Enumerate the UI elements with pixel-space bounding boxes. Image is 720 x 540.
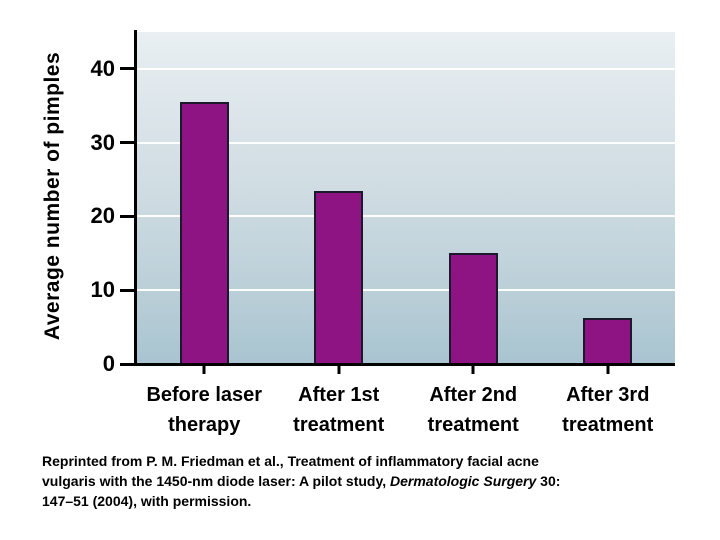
- x-tick: [337, 366, 341, 374]
- bar: [179, 102, 229, 364]
- citation-text: Reprinted from P. M. Friedman et al., Tr…: [42, 451, 682, 511]
- y-tick-label: 20: [90, 203, 115, 229]
- x-category-label: Before laser therapy: [146, 380, 262, 440]
- gridline: [137, 67, 675, 70]
- y-tick-label: 30: [90, 129, 115, 155]
- x-category-label: After 3rd treatment: [562, 380, 653, 440]
- y-tick-label: 0: [102, 351, 115, 376]
- x-tick: [606, 366, 610, 374]
- plot-area: [137, 32, 675, 364]
- gridline: [137, 289, 675, 292]
- citation-line: Reprinted from P. M. Friedman et al., Tr…: [42, 451, 682, 471]
- x-tick: [471, 366, 475, 374]
- x-category-label-line: After 1st: [298, 384, 380, 406]
- bar: [583, 318, 633, 364]
- y-tick: [120, 288, 137, 292]
- gridline: [137, 215, 675, 218]
- x-axis-line: [134, 363, 675, 366]
- x-category-label: After 2nd treatment: [428, 380, 519, 440]
- x-category-label-line: After 3rd: [566, 384, 650, 406]
- y-axis-title: Average number of pimples: [41, 51, 64, 341]
- x-category-label-line: After 2nd: [429, 384, 518, 406]
- citation-line: vulgaris with the 1450-nm diode laser: A…: [42, 471, 682, 491]
- citation-journal-name: Dermatologic Surgery: [390, 473, 537, 489]
- y-tick: [120, 141, 137, 145]
- y-tick: [120, 214, 137, 218]
- citation-line: 147–51 (2004), with permission.: [42, 491, 682, 511]
- citation-segment: vulgaris with the 1450-nm diode laser: A…: [42, 473, 390, 489]
- y-axis-line: [134, 30, 137, 366]
- y-tick-label: 10: [90, 277, 115, 303]
- citation-segment: 147–51 (2004), with permission.: [42, 493, 252, 509]
- citation-segment: Reprinted from P. M. Friedman et al., Tr…: [42, 453, 539, 469]
- x-category-label-line: treatment: [293, 414, 385, 436]
- bar: [314, 191, 364, 364]
- y-tick: [120, 362, 137, 366]
- y-tick-label: 40: [90, 55, 115, 81]
- citation-segment: 30:: [536, 473, 561, 489]
- x-tick: [202, 366, 206, 374]
- x-category-label: After 1st treatment: [293, 380, 384, 440]
- gridline: [137, 141, 675, 144]
- x-category-label-line: treatment: [427, 414, 519, 436]
- x-category-label-line: Before laser: [146, 384, 263, 406]
- x-category-label-line: treatment: [562, 414, 654, 436]
- x-category-label-line: therapy: [168, 414, 241, 436]
- y-tick: [120, 67, 137, 71]
- bar: [448, 253, 498, 364]
